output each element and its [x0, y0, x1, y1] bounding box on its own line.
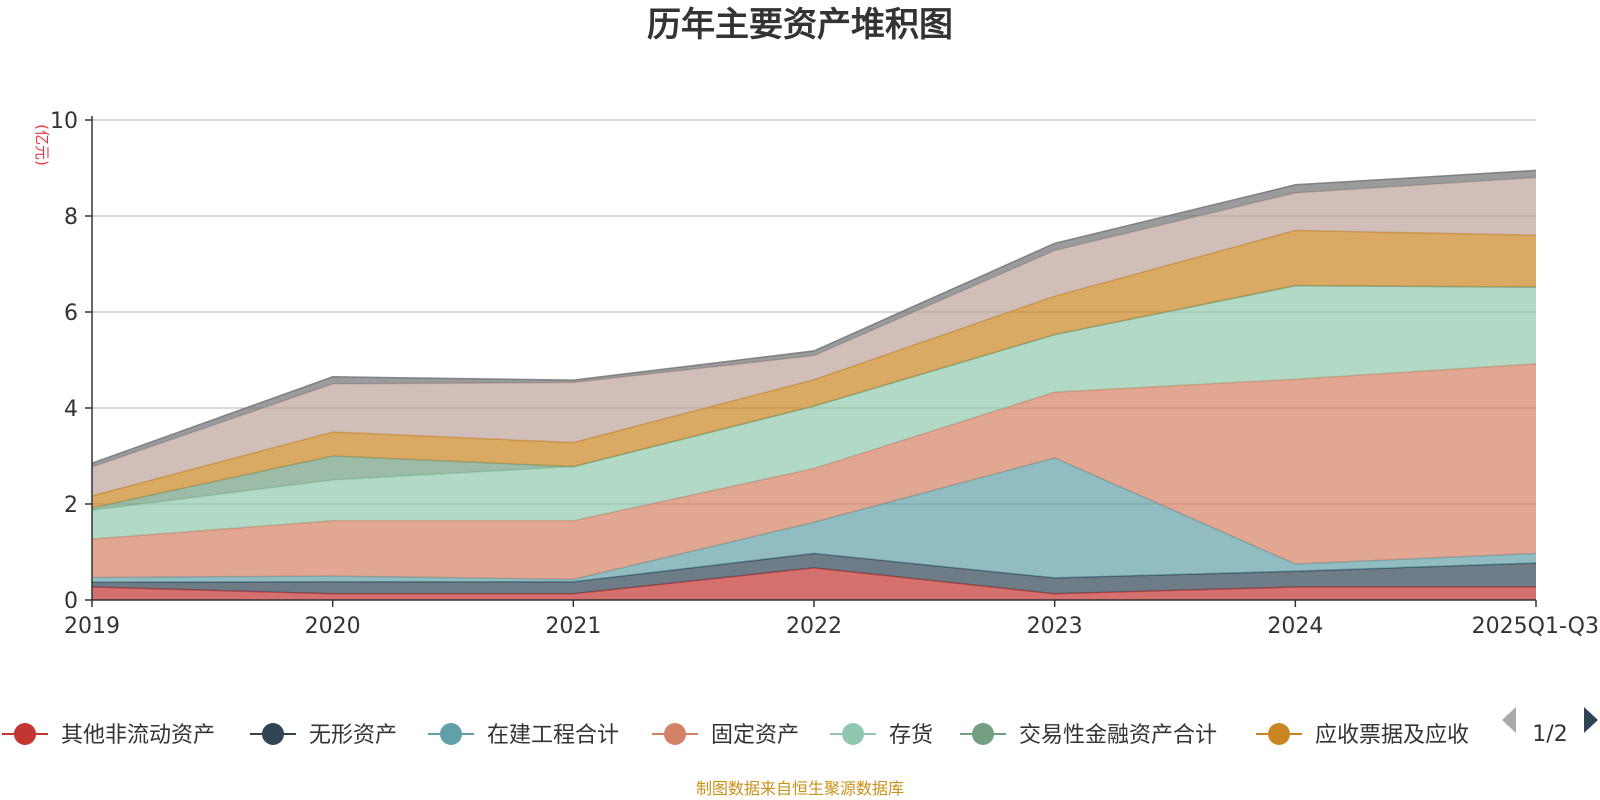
y-tick-label-4: 8	[64, 205, 78, 230]
legend-marker-icon	[972, 723, 994, 745]
legend-label-1: 无形资产	[309, 723, 397, 748]
area-3[interactable]	[92, 363, 1536, 580]
x-tick-label-0: 2019	[64, 614, 120, 639]
area-7[interactable]	[92, 177, 1536, 496]
legend-pager: 1/2	[1502, 707, 1598, 747]
legend-item-4[interactable]: 存货	[830, 723, 933, 748]
x-tick-label-4: 2023	[1027, 614, 1083, 639]
y-tick-label-2: 4	[64, 397, 78, 422]
source-note: 制图数据来自恒生聚源数据库	[696, 779, 904, 798]
area-2[interactable]	[92, 457, 1536, 583]
area-1[interactable]	[92, 553, 1536, 594]
legend-item-5[interactable]: 交易性金融资产合计	[960, 723, 1217, 748]
legend-label-6: 应收票据及应收	[1315, 723, 1469, 748]
y-tick-label-3: 6	[64, 301, 78, 326]
x-tick-label-1: 2020	[305, 614, 361, 639]
area-series	[91, 169, 1537, 600]
legend-label-0: 其他非流动资产	[61, 723, 215, 748]
legend-marker-icon	[14, 723, 36, 745]
area-5[interactable]	[92, 285, 1536, 511]
legend-prev-page-icon[interactable]	[1502, 707, 1516, 733]
legend-marker-icon	[842, 723, 864, 745]
y-axis-label: (亿元)	[33, 124, 51, 166]
legend-item-6[interactable]: 应收票据及应收	[1256, 723, 1469, 748]
y-tick-label-5: 10	[50, 109, 78, 134]
legend-label-5: 交易性金融资产合计	[1019, 723, 1217, 748]
legend-marker-icon	[1268, 723, 1290, 745]
axes: 0 2 4 6 8 10 2019 2020 2021 2022 2023 2024 2025Q1-Q3	[50, 109, 1599, 639]
area-4[interactable]	[92, 285, 1536, 540]
legend-label-3: 固定资产	[711, 723, 799, 748]
area-6[interactable]	[92, 230, 1536, 508]
legend-page-indicator: 1/2	[1532, 722, 1567, 747]
legend-label-2: 在建工程合计	[487, 723, 619, 748]
legend-item-0[interactable]: 其他非流动资产	[2, 723, 215, 748]
x-tick-label-2: 2021	[545, 614, 601, 639]
area-0[interactable]	[92, 567, 1536, 600]
legend-label-4: 存货	[889, 723, 933, 748]
legend-item-3[interactable]: 固定资产	[652, 723, 799, 748]
x-tick-label-3: 2022	[786, 614, 842, 639]
legend-item-1[interactable]: 无形资产	[250, 723, 397, 748]
legend-item-2[interactable]: 在建工程合计	[428, 723, 619, 748]
legend-marker-icon	[262, 723, 284, 745]
x-tick-label-5: 2024	[1267, 614, 1323, 639]
legend-next-page-icon[interactable]	[1584, 707, 1598, 733]
legend-marker-icon	[440, 723, 462, 745]
legend: 其他非流动资产 无形资产 在建工程合计 固定资产 存货 交易性金融资产合计 应收票据及应收	[2, 723, 1469, 748]
legend-marker-icon	[664, 723, 686, 745]
y-tick-label-1: 2	[64, 493, 78, 518]
y-tick-label-0: 0	[64, 589, 78, 614]
area-edge-8	[91, 169, 1537, 464]
chart-title: 历年主要资产堆积图	[647, 5, 953, 45]
x-tick-label-6: 2025Q1-Q3	[1472, 614, 1599, 639]
